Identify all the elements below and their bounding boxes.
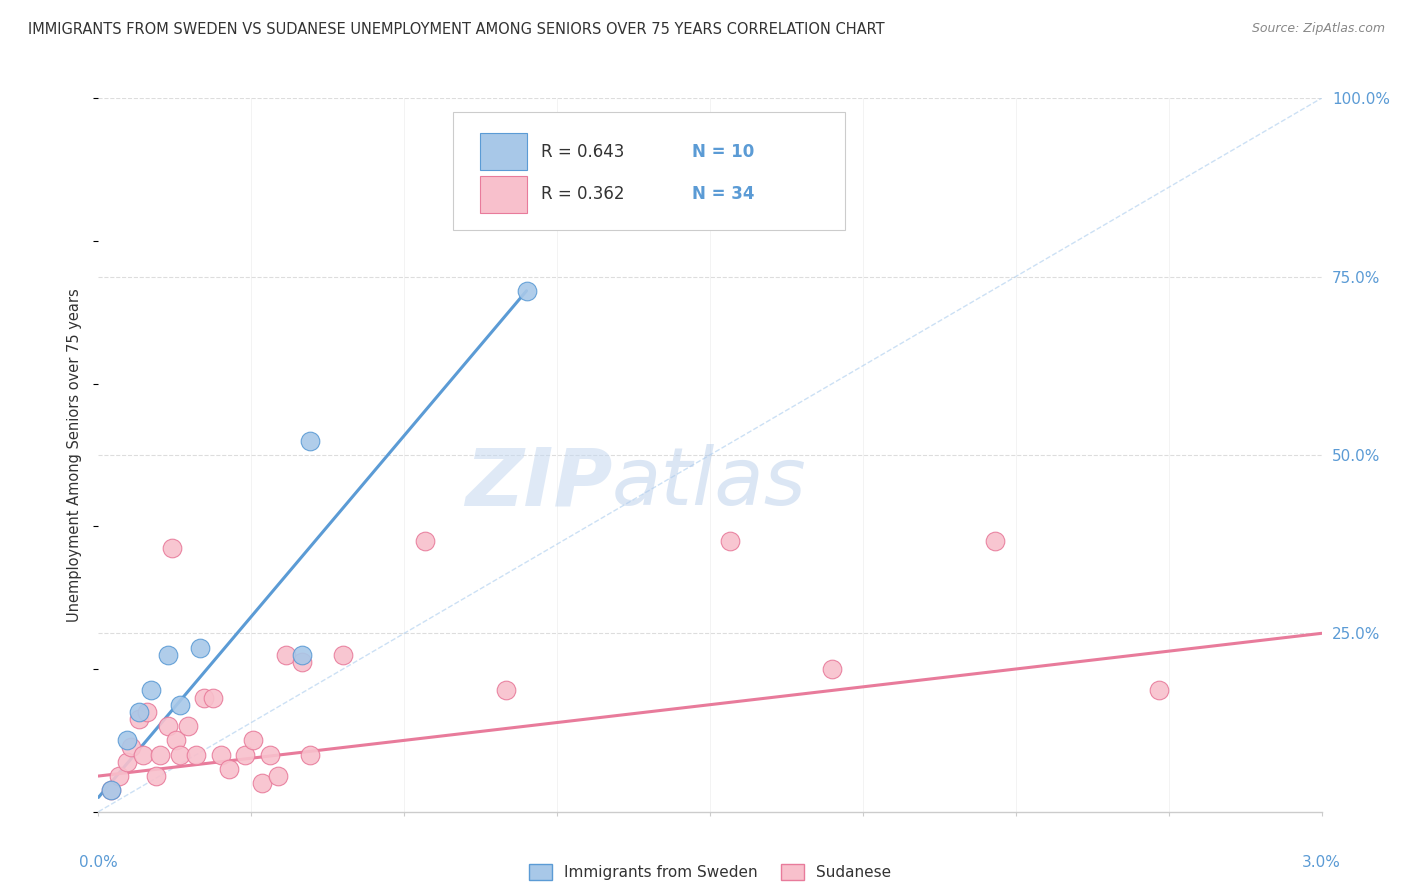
Text: IMMIGRANTS FROM SWEDEN VS SUDANESE UNEMPLOYMENT AMONG SENIORS OVER 75 YEARS CORR: IMMIGRANTS FROM SWEDEN VS SUDANESE UNEMP… [28,22,884,37]
Point [120,740,142,755]
Point [145,769,167,783]
Point [115,755,138,769]
Point [495,683,517,698]
Point [156,648,179,662]
Text: Source: ZipAtlas.com: Source: ZipAtlas.com [1251,22,1385,36]
Point [291,648,314,662]
Point [332,648,354,662]
Point [108,769,131,783]
FancyBboxPatch shape [479,133,526,170]
Point [115,733,138,747]
Point [209,747,232,762]
Text: R = 0.643: R = 0.643 [541,143,624,161]
Point [128,705,150,719]
Point [165,733,187,747]
Point [274,648,297,662]
Point [169,747,191,762]
Point [242,733,264,747]
Point [1147,683,1170,698]
Point [984,533,1007,548]
Point [291,655,314,669]
Point [515,284,537,298]
Point [156,719,179,733]
Point [299,747,322,762]
Text: 3.0%: 3.0% [1302,855,1341,870]
Point [188,640,212,655]
Point [136,705,159,719]
Text: R = 0.362: R = 0.362 [541,186,624,203]
Point [160,541,183,555]
Y-axis label: Unemployment Among Seniors over 75 years: Unemployment Among Seniors over 75 years [67,288,83,622]
Text: ZIP: ZIP [465,444,612,523]
FancyBboxPatch shape [479,176,526,213]
Point [100,783,122,797]
Point [132,747,155,762]
Text: N = 10: N = 10 [692,143,754,161]
Text: atlas: atlas [612,444,807,523]
Point [218,762,240,776]
Text: 0.0%: 0.0% [79,855,118,870]
Point [149,747,172,762]
Point [100,783,122,797]
Point [718,533,742,548]
Point [259,747,281,762]
Point [186,747,208,762]
Point [169,698,191,712]
FancyBboxPatch shape [453,112,845,230]
Point [821,662,844,676]
Point [193,690,215,705]
Point [201,690,224,705]
Point [250,776,273,790]
Point [141,683,163,698]
Point [128,712,150,726]
Legend: Immigrants from Sweden, Sudanese: Immigrants from Sweden, Sudanese [523,858,897,886]
Point [177,719,200,733]
Point [413,533,436,548]
Point [267,769,290,783]
Text: N = 34: N = 34 [692,186,754,203]
Point [299,434,322,448]
Point [233,747,256,762]
